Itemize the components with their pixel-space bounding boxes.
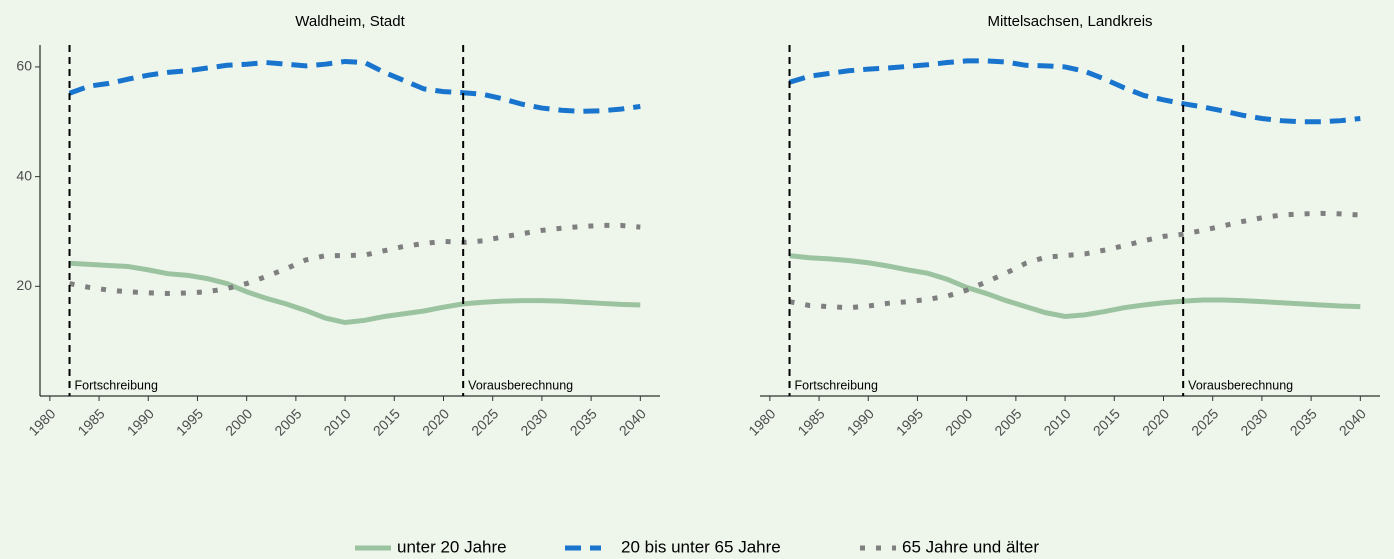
annotation: Fortschreibung [795,378,878,392]
series-line [68,58,641,114]
x-tick-label: 2000 [942,405,975,438]
x-tick-label: 2015 [1090,405,1123,438]
x-tick-label: 2010 [320,405,353,438]
series-line [789,210,1361,311]
panel-title: Mittelsachsen, Landkreis [987,13,1152,30]
x-tick-label: 2010 [1040,405,1073,438]
x-tick-label: 2040 [616,405,649,438]
legend-label: 65 Jahre und älter [902,537,1039,556]
series-line [788,58,1361,125]
x-tick-label: 2005 [991,405,1024,438]
series-line [69,260,641,326]
x-tick-label: 2030 [1237,405,1270,438]
x-tick-label: 1990 [844,405,877,438]
x-tick-label: 2000 [222,405,255,438]
y-tick-label: 60 [16,58,32,74]
x-tick-label: 1985 [794,405,827,438]
x-tick-label: 2035 [1287,405,1320,438]
annotation: Vorausberechnung [468,378,573,392]
x-tick-label: 1990 [124,405,157,438]
x-tick-label: 2030 [517,405,550,438]
x-tick-label: 2015 [370,405,403,438]
legend-label: unter 20 Jahre [397,537,507,556]
x-tick-label: 2035 [567,405,600,438]
x-tick-label: 1995 [893,405,926,438]
series-line [789,253,1361,319]
annotation: Fortschreibung [75,378,158,392]
x-tick-label: 1980 [745,405,778,438]
x-tick-label: 2025 [1188,405,1221,438]
x-tick-label: 2020 [419,405,452,438]
panel-title: Waldheim, Stadt [295,13,405,30]
y-tick-label: 20 [16,277,32,293]
annotation: Vorausberechnung [1188,378,1293,392]
x-tick-label: 1995 [173,405,206,438]
series-line [69,222,641,296]
y-tick-label: 40 [16,167,32,183]
x-tick-label: 2025 [468,405,501,438]
x-tick-label: 1985 [74,405,107,438]
legend-label: 20 bis unter 65 Jahre [621,537,781,556]
x-tick-label: 2005 [271,405,304,438]
x-tick-label: 1980 [25,405,58,438]
x-tick-label: 2020 [1139,405,1172,438]
x-tick-label: 2040 [1336,405,1369,438]
